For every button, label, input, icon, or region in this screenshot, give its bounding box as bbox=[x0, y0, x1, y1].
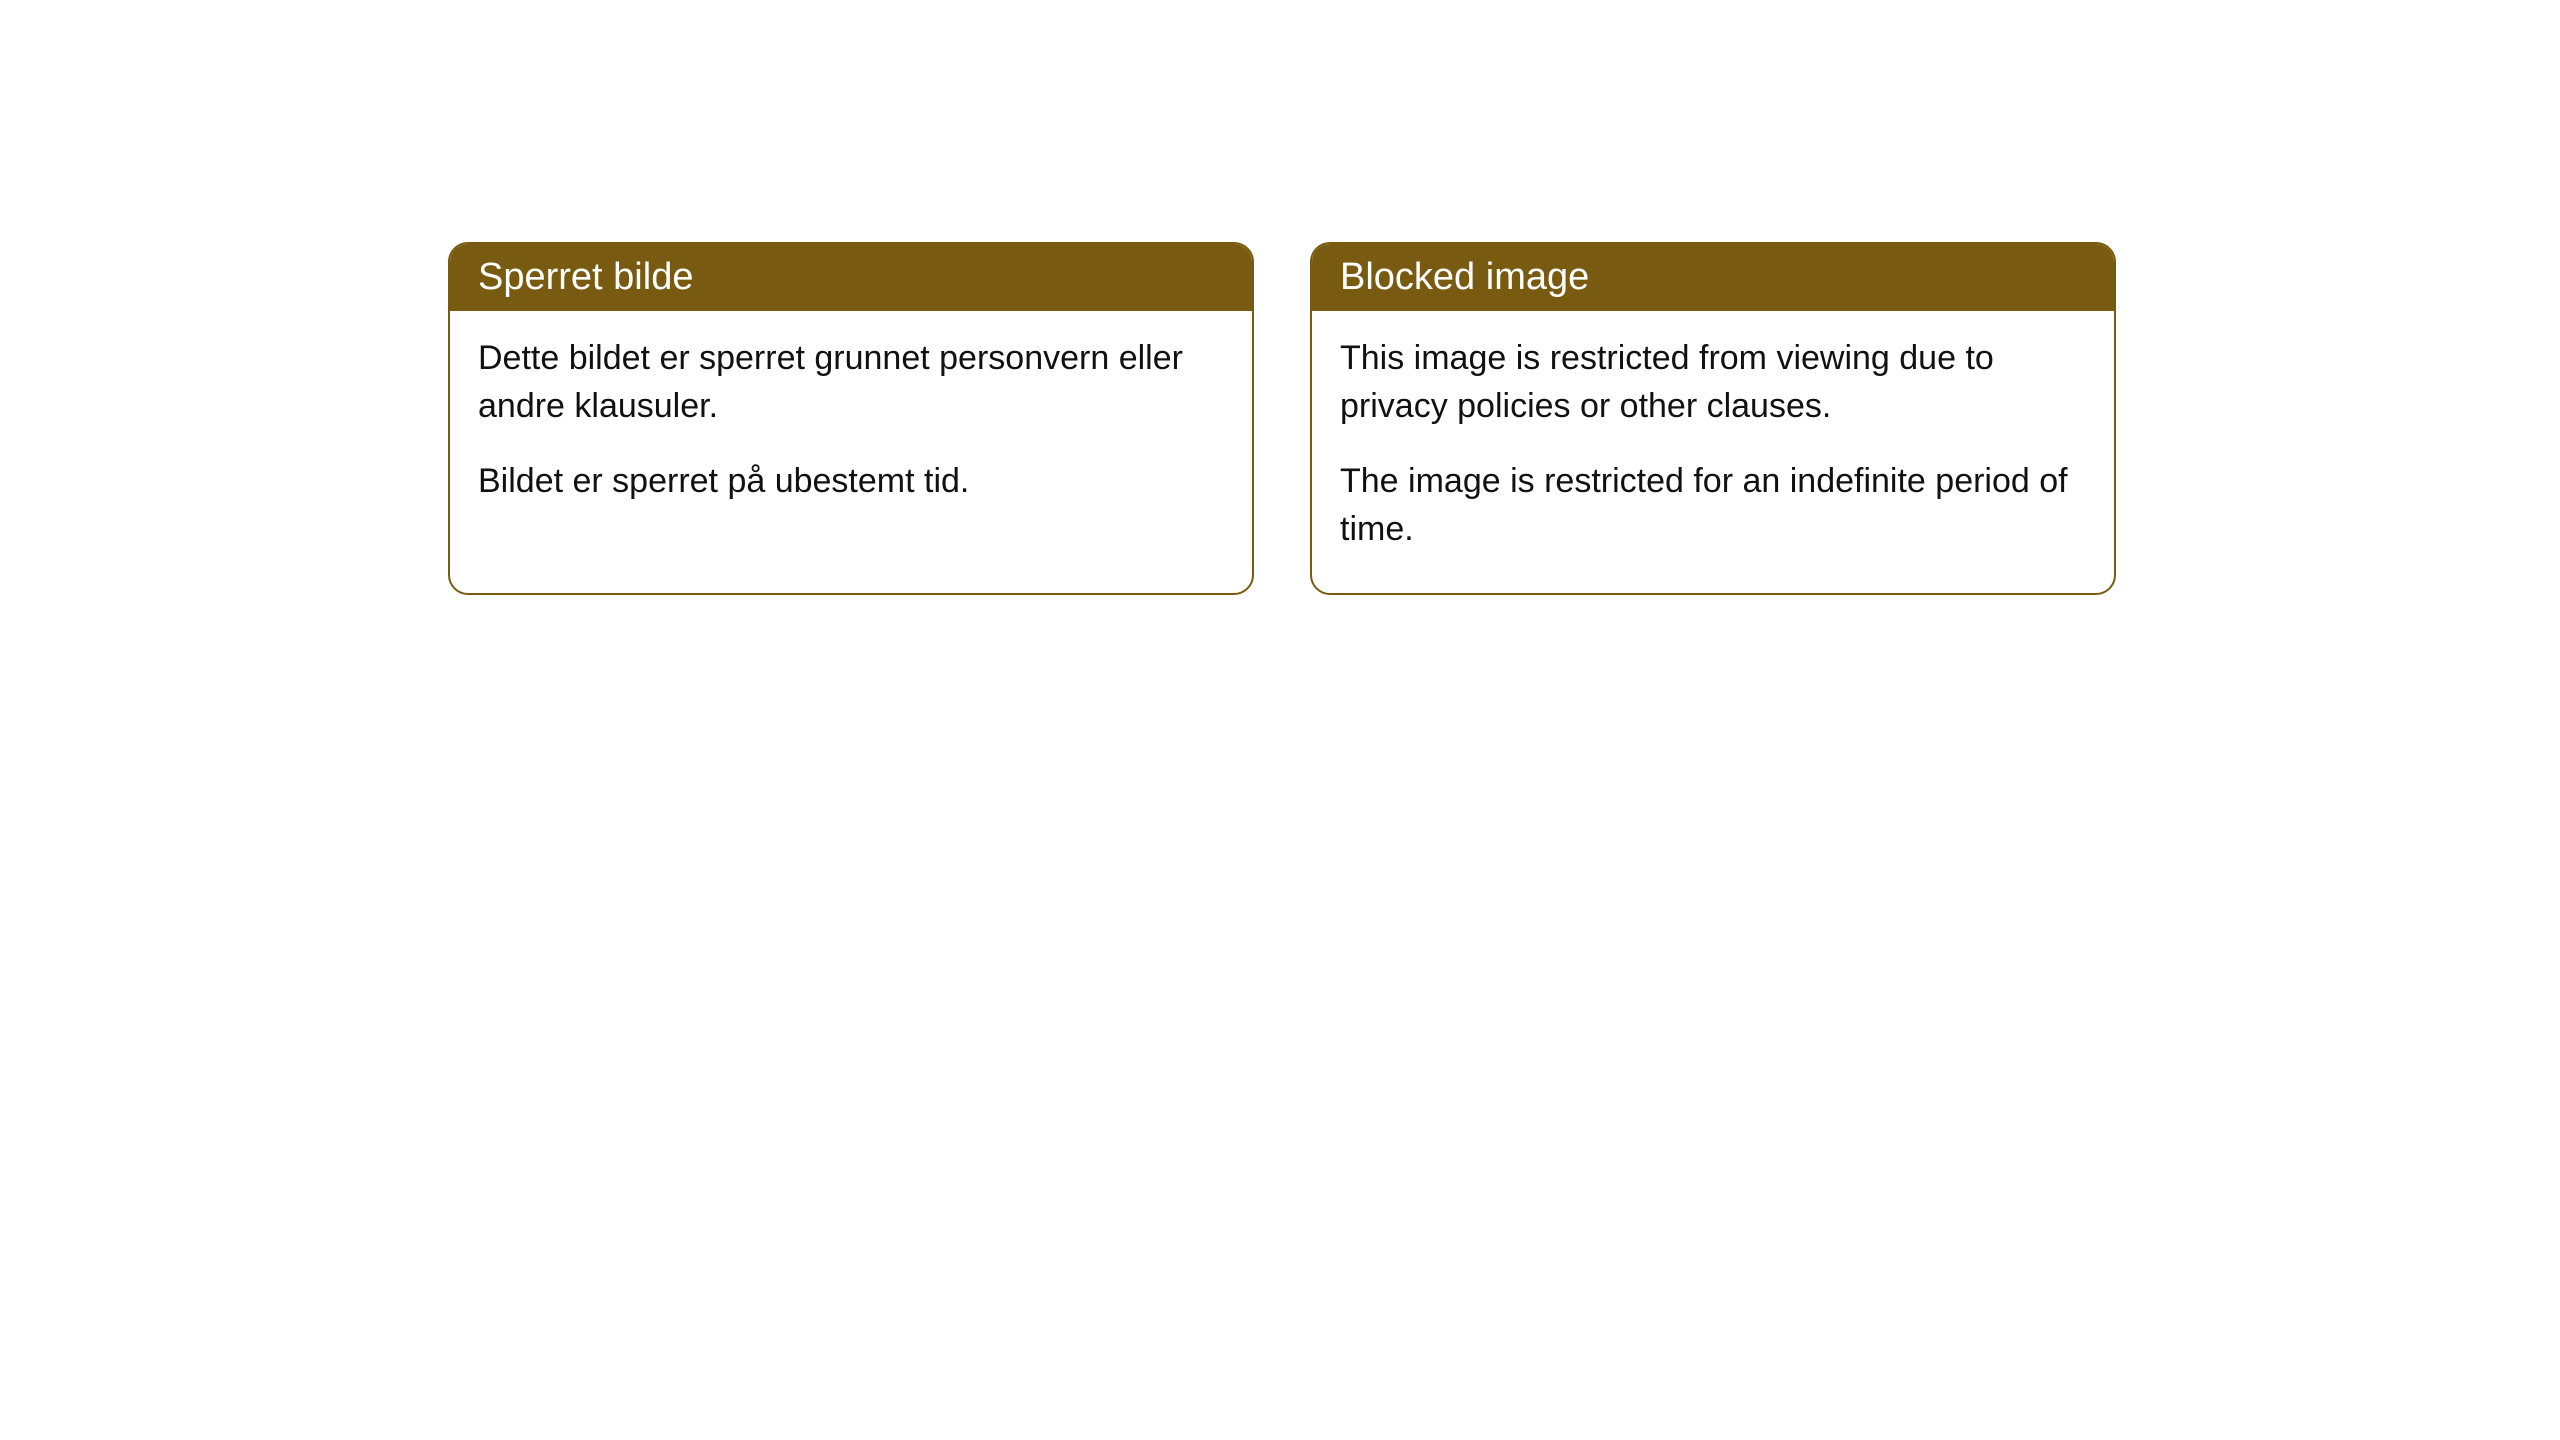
notice-cards-container: Sperret bilde Dette bildet er sperret gr… bbox=[448, 242, 2116, 595]
card-body: Dette bildet er sperret grunnet personve… bbox=[450, 311, 1252, 546]
card-body-text-2: Bildet er sperret på ubestemt tid. bbox=[478, 458, 1224, 506]
card-title: Sperret bilde bbox=[450, 244, 1252, 311]
blocked-image-card-english: Blocked image This image is restricted f… bbox=[1310, 242, 2116, 595]
card-body-text-1: This image is restricted from viewing du… bbox=[1340, 335, 2086, 430]
card-body-text-2: The image is restricted for an indefinit… bbox=[1340, 458, 2086, 553]
card-title: Blocked image bbox=[1312, 244, 2114, 311]
blocked-image-card-norwegian: Sperret bilde Dette bildet er sperret gr… bbox=[448, 242, 1254, 595]
card-body-text-1: Dette bildet er sperret grunnet personve… bbox=[478, 335, 1224, 430]
card-body: This image is restricted from viewing du… bbox=[1312, 311, 2114, 593]
